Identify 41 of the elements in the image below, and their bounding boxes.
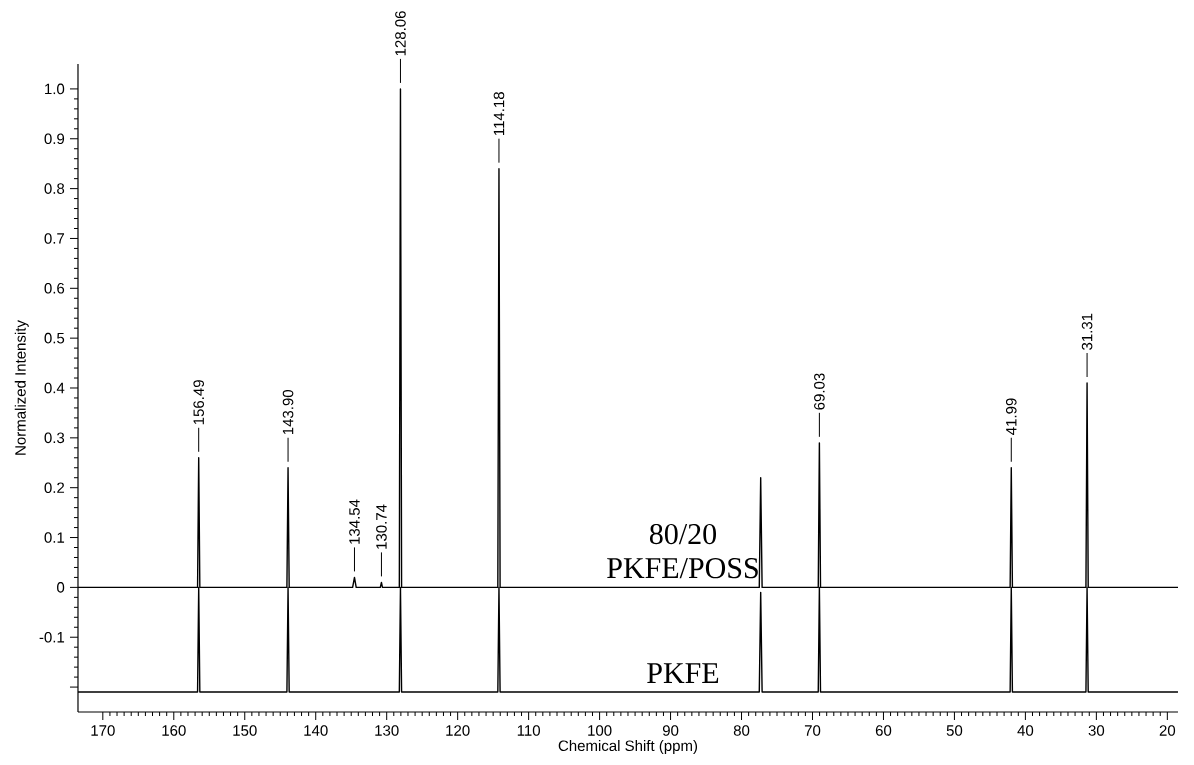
annotation: 114.18 bbox=[493, 92, 505, 136]
x-tick-label: 160 bbox=[162, 725, 186, 736]
annotation: 143.90 bbox=[282, 389, 294, 435]
y-axis-title: Normalized Intensity bbox=[14, 320, 29, 455]
annotation: 156.49 bbox=[193, 380, 205, 425]
x-tick-label: 140 bbox=[304, 725, 328, 736]
series-label: PKFE bbox=[647, 663, 719, 683]
y-tick-label: 0 bbox=[57, 582, 65, 593]
y-tick-label: 0.8 bbox=[44, 183, 65, 194]
y-tick-label: 0.4 bbox=[44, 382, 65, 394]
x-tick-label: 80 bbox=[733, 725, 750, 736]
y-tick-label: -0.1 bbox=[39, 631, 65, 643]
y-tick-label: 0.6 bbox=[44, 283, 65, 294]
x-tick-label: 130 bbox=[375, 725, 399, 736]
x-tick-label: 90 bbox=[662, 725, 679, 736]
x-tick-label: 150 bbox=[233, 725, 257, 736]
x-tick-label: 40 bbox=[1017, 725, 1034, 736]
y-tick-label: 0.5 bbox=[44, 332, 65, 344]
annotation: 69.03 bbox=[814, 373, 825, 410]
x-tick-label: 20 bbox=[1159, 725, 1176, 736]
x-tick-label: 120 bbox=[446, 725, 470, 736]
y-tick-label: 0.7 bbox=[44, 233, 65, 244]
annotation: 130.74 bbox=[376, 504, 387, 549]
annotation: 128.06 bbox=[395, 11, 406, 56]
x-tick-label: 70 bbox=[804, 725, 821, 736]
x-tick-label: 170 bbox=[91, 725, 115, 736]
x-tick-label: 30 bbox=[1088, 725, 1105, 736]
x-tick-label: 50 bbox=[946, 725, 963, 736]
annotation: 31.31 bbox=[1081, 313, 1093, 350]
x-tick-label: 60 bbox=[875, 725, 892, 736]
annotation: 134.54 bbox=[349, 499, 360, 544]
y-tick-label: 0.1 bbox=[44, 532, 65, 543]
x-tick-label: 100 bbox=[588, 725, 612, 736]
series-label: 80/20 PKFE/POSS bbox=[607, 523, 758, 579]
y-tick-label: 0.2 bbox=[44, 482, 65, 493]
annotation: 41.99 bbox=[1005, 398, 1017, 435]
y-tick-label: 0.9 bbox=[44, 133, 65, 145]
y-tick-label: 1.0 bbox=[45, 83, 65, 95]
x-tick-label: 110 bbox=[517, 725, 540, 736]
y-tick-label: 0.3 bbox=[44, 432, 65, 444]
x-axis-title: Chemical Shift (ppm) bbox=[558, 740, 698, 754]
